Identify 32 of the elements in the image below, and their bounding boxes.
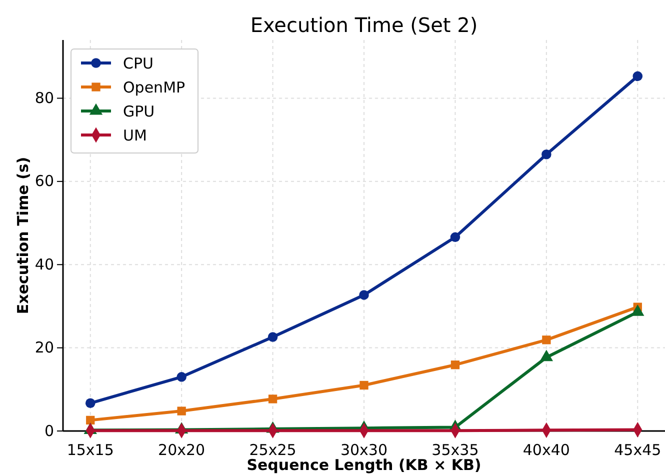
x-tick-label: 15x15 [66,441,114,459]
point [359,290,369,300]
point [268,394,278,404]
point [176,372,186,382]
point [177,406,186,416]
point [360,380,368,390]
x-tick-label: 30x30 [340,441,388,459]
point [450,360,460,370]
point [632,71,643,82]
x-tick-label: 40x40 [522,441,570,459]
point [542,336,551,344]
point [450,232,460,242]
y-tick-label: 40 [34,255,54,274]
legend-label: UM [123,126,147,144]
y-tick-label: 0 [44,422,54,440]
y-axis-title: Execution Time (s) [14,156,32,314]
point [542,150,552,160]
x-tick-label: 45x45 [614,441,662,459]
y-tick-label: 60 [34,172,54,190]
x-axis-title: Sequence Length (KB × KB) [246,456,482,474]
y-tick-label: 20 [34,338,54,357]
point [85,398,96,408]
chart-title: Execution Time (Set 2) [250,13,478,37]
legend-label: OpenMP [123,78,186,96]
x-tick-label: 20x20 [158,441,206,459]
x-tick-label: 25x25 [249,441,296,459]
point [268,332,278,342]
legend-label: CPU [123,54,154,72]
legend-label: GPU [123,102,155,120]
point [86,416,95,425]
x-tick-label: 35x35 [432,441,479,459]
y-tick-label: 80 [34,89,54,108]
